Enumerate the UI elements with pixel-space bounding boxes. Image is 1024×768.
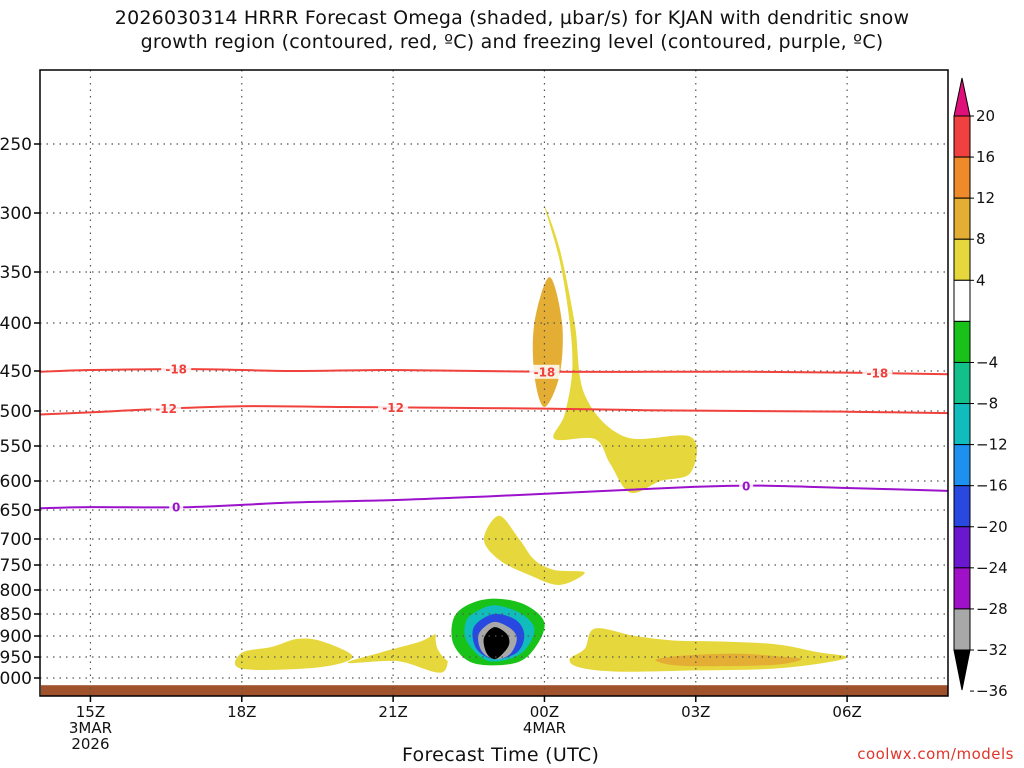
colorbar-bin-5 — [953, 320, 971, 363]
y-tick-label-600: 600 — [0, 472, 32, 492]
colorbar-label--28: −28 — [976, 600, 1008, 618]
x-tick-label-15-1: 3MAR — [69, 719, 112, 737]
contour-label-bg — [378, 400, 409, 415]
chart-title-line1: 2026030314 HRRR Forecast Omega (shaded, … — [114, 7, 910, 29]
colorbar-label-16: 16 — [976, 148, 995, 166]
x-tick-label-24-1: 4MAR — [523, 719, 566, 737]
omega-region-3 — [234, 638, 353, 670]
contour-lines: -18 -18 -18 -12 -12 0 0 — [39, 362, 949, 515]
omega-region-2 — [483, 515, 585, 586]
axes: 2503003504004505005506006507007508008509… — [0, 69, 949, 753]
y-tick-label-750: 750 — [0, 556, 32, 576]
contour-label-1-0: -12 — [155, 402, 177, 416]
contour-label-bg — [529, 364, 560, 379]
colorbar-label--4: −4 — [976, 353, 998, 371]
y-tick-label-650: 650 — [0, 501, 32, 521]
colorbar-label--16: −16 — [976, 477, 1008, 495]
x-tick-label-30-0: 06Z — [832, 703, 861, 721]
x-tick-label-27-0: 03Z — [681, 703, 710, 721]
colorbar-label-8: 8 — [976, 230, 986, 248]
omega-region-15 — [483, 627, 510, 660]
omega-region-1 — [532, 277, 563, 407]
terrain-fill — [41, 685, 948, 696]
colorbar-bin-1 — [953, 156, 971, 199]
y-tick-label-400: 400 — [0, 314, 32, 334]
x-tick-label-18-0: 18Z — [227, 703, 256, 721]
colorbar-label-12: 12 — [976, 189, 995, 207]
colorbar-bin-0 — [953, 115, 971, 158]
colorbar-bin-2 — [953, 197, 971, 240]
contour-label-2-0: 0 — [172, 501, 180, 515]
y-tick-label-450: 450 — [0, 362, 32, 382]
y-tick-label-800: 800 — [0, 581, 32, 601]
colorbar-bin-10 — [953, 526, 971, 569]
colorbar-bin-11 — [953, 567, 971, 610]
y-tick-label-350: 350 — [0, 263, 32, 283]
colorbar-label--12: −12 — [976, 436, 1008, 454]
colorbar-label-20: 20 — [976, 107, 995, 125]
x-axis-label: Forecast Time (UTC) — [402, 744, 600, 766]
colorbar-bin-7 — [953, 403, 971, 446]
colorbar-bin-12 — [953, 608, 971, 651]
x-tick-label-15-2: 2026 — [71, 735, 109, 753]
y-tick-label-950: 950 — [0, 648, 32, 668]
contour-label-bg — [161, 362, 192, 377]
plot-frame — [39, 69, 949, 697]
contour-label-bg — [739, 478, 754, 493]
omega-region-8 — [585, 259, 701, 359]
omega-region-9 — [342, 579, 405, 620]
colorbar-bin-9 — [953, 485, 971, 528]
contour-label-bg — [151, 401, 182, 416]
colorbar: 20 16 12 8 4 −4 −8 −12 −16 −20 −24 −28 −32 −36 — [953, 77, 1008, 700]
y-tick-label-700: 700 — [0, 530, 32, 550]
y-tick-label-550: 550 — [0, 437, 32, 457]
colorbar-bin-3 — [953, 238, 971, 281]
chart-title-line2: growth region (contoured, red, ºC) and f… — [140, 31, 884, 53]
contour-label-0-2: -18 — [867, 367, 889, 381]
omega-region-4 — [347, 632, 449, 673]
contour-label-0-0: -18 — [165, 363, 187, 377]
x-tick-label-15-0: 15Z — [76, 703, 105, 721]
contour-label-bg — [862, 366, 893, 381]
credit-text: coolwx.com/models — [857, 745, 1014, 763]
colorbar-bottom-arrow — [953, 649, 971, 691]
y-tick-label-250: 250 — [0, 135, 32, 155]
colorbar-bin-4 — [953, 279, 971, 322]
grid-lines — [40, 70, 948, 696]
omega-region-7 — [468, 270, 500, 380]
colorbar-label-4: 4 — [976, 271, 986, 289]
colorbar-bin-8 — [953, 444, 971, 487]
y-tick-label-850: 850 — [0, 605, 32, 625]
colorbar-label--36: −36 — [976, 682, 1008, 700]
contour-label-2-1: 0 — [742, 479, 750, 493]
y-tick-label-1000: 1000 — [0, 669, 32, 689]
omega-region-0 — [544, 205, 697, 494]
contour-label-0-1: -18 — [534, 365, 556, 379]
contour-label-1-1: -12 — [382, 401, 404, 415]
omega-shading — [234, 205, 848, 674]
colorbar-label--24: −24 — [976, 559, 1008, 577]
y-tick-label-300: 300 — [0, 204, 32, 224]
colorbar-bin-6 — [953, 361, 971, 405]
y-tick-label-500: 500 — [0, 402, 32, 422]
x-tick-label-24-0: 00Z — [530, 703, 559, 721]
colorbar-label--32: −32 — [976, 641, 1008, 659]
contour-label-bg — [169, 500, 184, 515]
omega-region-6 — [655, 653, 802, 667]
x-tick-label-21-0: 21Z — [378, 703, 407, 721]
colorbar-top-arrow — [953, 77, 971, 117]
colorbar-label--20: −20 — [976, 518, 1008, 536]
terrain-ground — [41, 685, 948, 696]
colorbar-label--8: −8 — [976, 395, 998, 413]
y-tick-label-900: 900 — [0, 627, 32, 647]
